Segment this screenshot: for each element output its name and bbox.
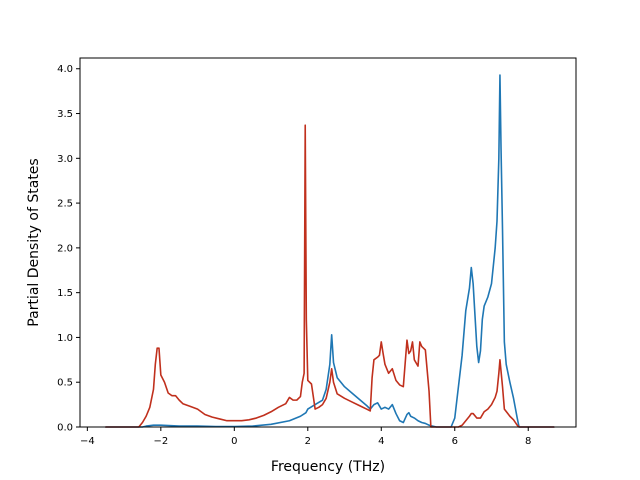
series-layer	[104, 74, 555, 428]
x-tick-label: 2	[305, 436, 311, 447]
x-axis-label: Frequency (THz)	[271, 459, 385, 475]
y-axis-label: Partial Density of States	[26, 158, 42, 326]
y-tick-label: 1.5	[57, 288, 73, 299]
y-tick-label: 3.0	[57, 154, 73, 165]
y-tick-label: 3.5	[57, 109, 73, 120]
x-axis-ticks: −4 −2 0 2 4 6 8	[80, 427, 531, 447]
series-line-1	[104, 74, 555, 428]
x-tick-label: 0	[231, 436, 237, 447]
y-tick-label: 1.0	[57, 333, 73, 344]
axes-frame	[79, 57, 577, 428]
x-tick-label: −2	[153, 436, 168, 447]
series-line-2	[104, 124, 555, 428]
y-axis-ticks: 0.0 0.5 1.0 1.5 2.0 2.5 3.0 3.5 4.0	[57, 64, 80, 434]
y-tick-label: 0.0	[57, 423, 73, 434]
y-tick-label: 2.5	[57, 199, 73, 210]
y-tick-label: 4.0	[57, 64, 73, 75]
plot-area	[80, 58, 576, 427]
x-tick-label: −4	[80, 436, 95, 447]
x-tick-label: 8	[525, 436, 531, 447]
x-tick-label: 6	[452, 436, 458, 447]
x-tick-label: 4	[378, 436, 384, 447]
y-tick-label: 2.0	[57, 243, 73, 254]
y-tick-label: 0.5	[57, 378, 73, 389]
